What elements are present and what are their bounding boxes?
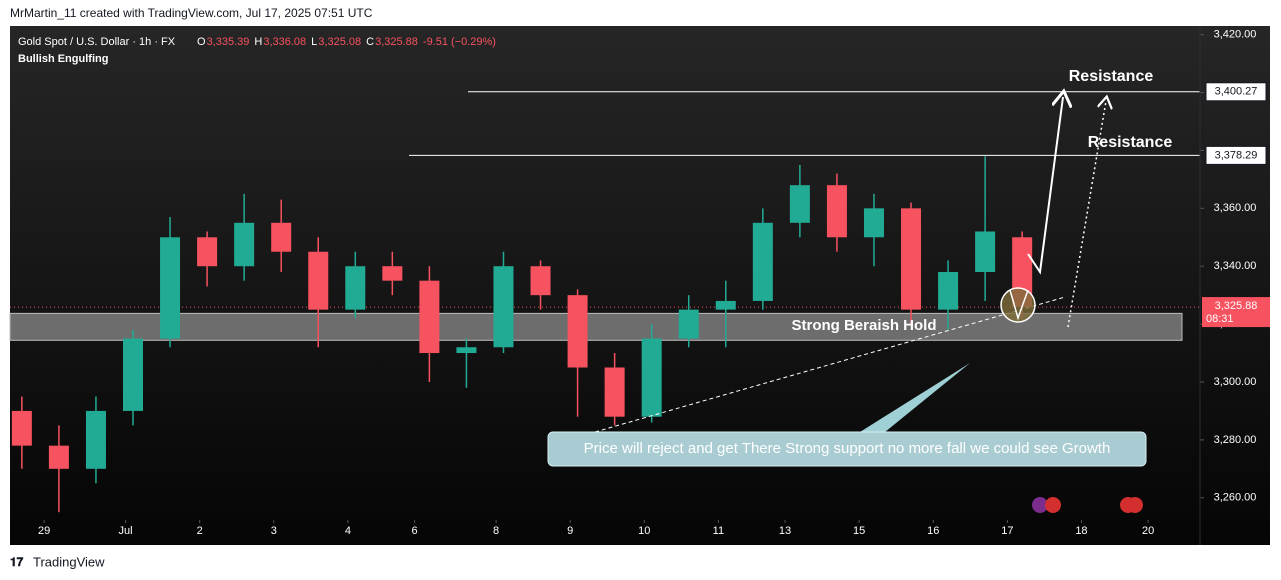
brand: TradingView bbox=[33, 554, 105, 569]
x-tick-label: 2 bbox=[197, 525, 203, 537]
countdown-label: 08:31 bbox=[1206, 313, 1234, 325]
x-tick-label: 10 bbox=[638, 525, 650, 537]
event-icon bbox=[1045, 497, 1061, 513]
candle-body bbox=[456, 347, 477, 354]
candle-body bbox=[975, 231, 996, 272]
candle-body bbox=[752, 222, 773, 301]
ohlc-value: 3,336.08 bbox=[263, 36, 306, 48]
event-icon bbox=[1127, 497, 1143, 513]
callout-pointer bbox=[860, 363, 970, 432]
ohlc-label: C bbox=[366, 36, 374, 48]
indicator: Bullish Engulfing bbox=[18, 53, 108, 65]
x-tick-label: 3 bbox=[271, 525, 277, 537]
candle-body bbox=[678, 309, 699, 339]
annotation: Price will reject and get There Strong s… bbox=[584, 440, 1111, 457]
annotation: Resistance bbox=[1088, 134, 1173, 151]
candle-body bbox=[789, 185, 810, 223]
ohlc-label: L bbox=[311, 36, 317, 48]
logo-mark: 𝟏𝟕 bbox=[10, 555, 24, 569]
y-tick-label: 3,420.00 bbox=[1214, 29, 1257, 41]
annotation: Resistance bbox=[1069, 68, 1154, 85]
candle-body bbox=[382, 266, 403, 281]
candle-body bbox=[604, 367, 625, 417]
candle-body bbox=[826, 185, 847, 238]
y-tick-label: 3,360.00 bbox=[1214, 202, 1257, 214]
legend: Gold Spot / U.S. Dollar · 1h · FX Bullis… bbox=[18, 36, 496, 65]
ohlc-value: 3,325.08 bbox=[318, 36, 361, 48]
candle-body bbox=[160, 237, 181, 339]
x-tick-label: 18 bbox=[1075, 525, 1087, 537]
candle-body bbox=[715, 300, 736, 310]
candle-body bbox=[234, 222, 255, 267]
x-tick-label: 6 bbox=[412, 525, 418, 537]
candle-body bbox=[308, 251, 329, 310]
x-tick-label: 8 bbox=[493, 525, 499, 537]
credit: MrMartin_11 created with TradingView.com… bbox=[10, 6, 373, 20]
x-tick-label: 11 bbox=[713, 525, 724, 537]
y-tick-label: 3,340.00 bbox=[1214, 260, 1257, 272]
x-tick-label: 16 bbox=[927, 525, 939, 537]
candle-body bbox=[530, 266, 551, 296]
event-icon bbox=[1032, 497, 1048, 513]
candle-body bbox=[11, 410, 32, 446]
candle-body bbox=[345, 266, 366, 310]
candle-body bbox=[271, 222, 292, 252]
symbol: Gold Spot / U.S. Dollar · 1h · FX bbox=[18, 36, 176, 48]
candle-body bbox=[48, 445, 69, 469]
y-tick-label: 3,300.00 bbox=[1214, 376, 1257, 388]
price-label-box bbox=[1205, 145, 1267, 165]
up-arrow bbox=[1027, 97, 1063, 275]
candle-body bbox=[938, 272, 959, 310]
current-price-box bbox=[1202, 297, 1270, 328]
candle-body bbox=[419, 280, 440, 354]
y-tick-label: 3,280.00 bbox=[1214, 434, 1257, 446]
x-tick-label: 29 bbox=[38, 525, 50, 537]
change: -9.51 (−0.29%) bbox=[423, 36, 496, 48]
callout-box bbox=[547, 431, 1147, 467]
x-tick-label: 20 bbox=[1142, 525, 1154, 537]
y-tick-label: 3,260.00 bbox=[1214, 492, 1257, 504]
x-tick-label: 13 bbox=[779, 525, 791, 537]
dotted-arrow bbox=[1067, 101, 1106, 328]
candle-body bbox=[863, 208, 884, 238]
candle-body bbox=[197, 237, 218, 267]
x-tick-label: 9 bbox=[567, 525, 573, 537]
ohlc-label: O bbox=[197, 36, 206, 48]
support-zone bbox=[9, 312, 1183, 341]
price-label: 3,400.27 bbox=[1215, 86, 1258, 98]
candle-body bbox=[85, 410, 106, 469]
current-price-label: 3,325.88 bbox=[1215, 300, 1258, 312]
price-label-box bbox=[1205, 82, 1267, 102]
candle-body bbox=[567, 295, 588, 368]
v-mark bbox=[1009, 289, 1029, 321]
x-tick-label: 4 bbox=[345, 525, 351, 537]
ohlc-label: H bbox=[254, 36, 262, 48]
plot-area bbox=[9, 34, 1204, 523]
ohlc-value: 3,335.39 bbox=[207, 36, 250, 48]
candle-body bbox=[901, 208, 922, 310]
x-tick-label: Jul bbox=[119, 525, 133, 537]
annotation: Strong Beraish Hold bbox=[791, 317, 936, 334]
drawings: Resistance Resistance Strong Beraish Hold P… bbox=[547, 68, 1173, 513]
trend-line bbox=[594, 296, 1066, 433]
price-label: 3,378.29 bbox=[1215, 149, 1258, 161]
candle-body bbox=[123, 338, 144, 411]
ohlc-value: 3,325.88 bbox=[375, 36, 418, 48]
candle-body bbox=[493, 266, 514, 348]
candle-body bbox=[641, 338, 662, 417]
x-tick-label: 15 bbox=[853, 525, 865, 537]
highlight-circle bbox=[1000, 287, 1036, 323]
x-tick-label: 17 bbox=[1001, 525, 1013, 537]
chart-background bbox=[10, 26, 1270, 545]
